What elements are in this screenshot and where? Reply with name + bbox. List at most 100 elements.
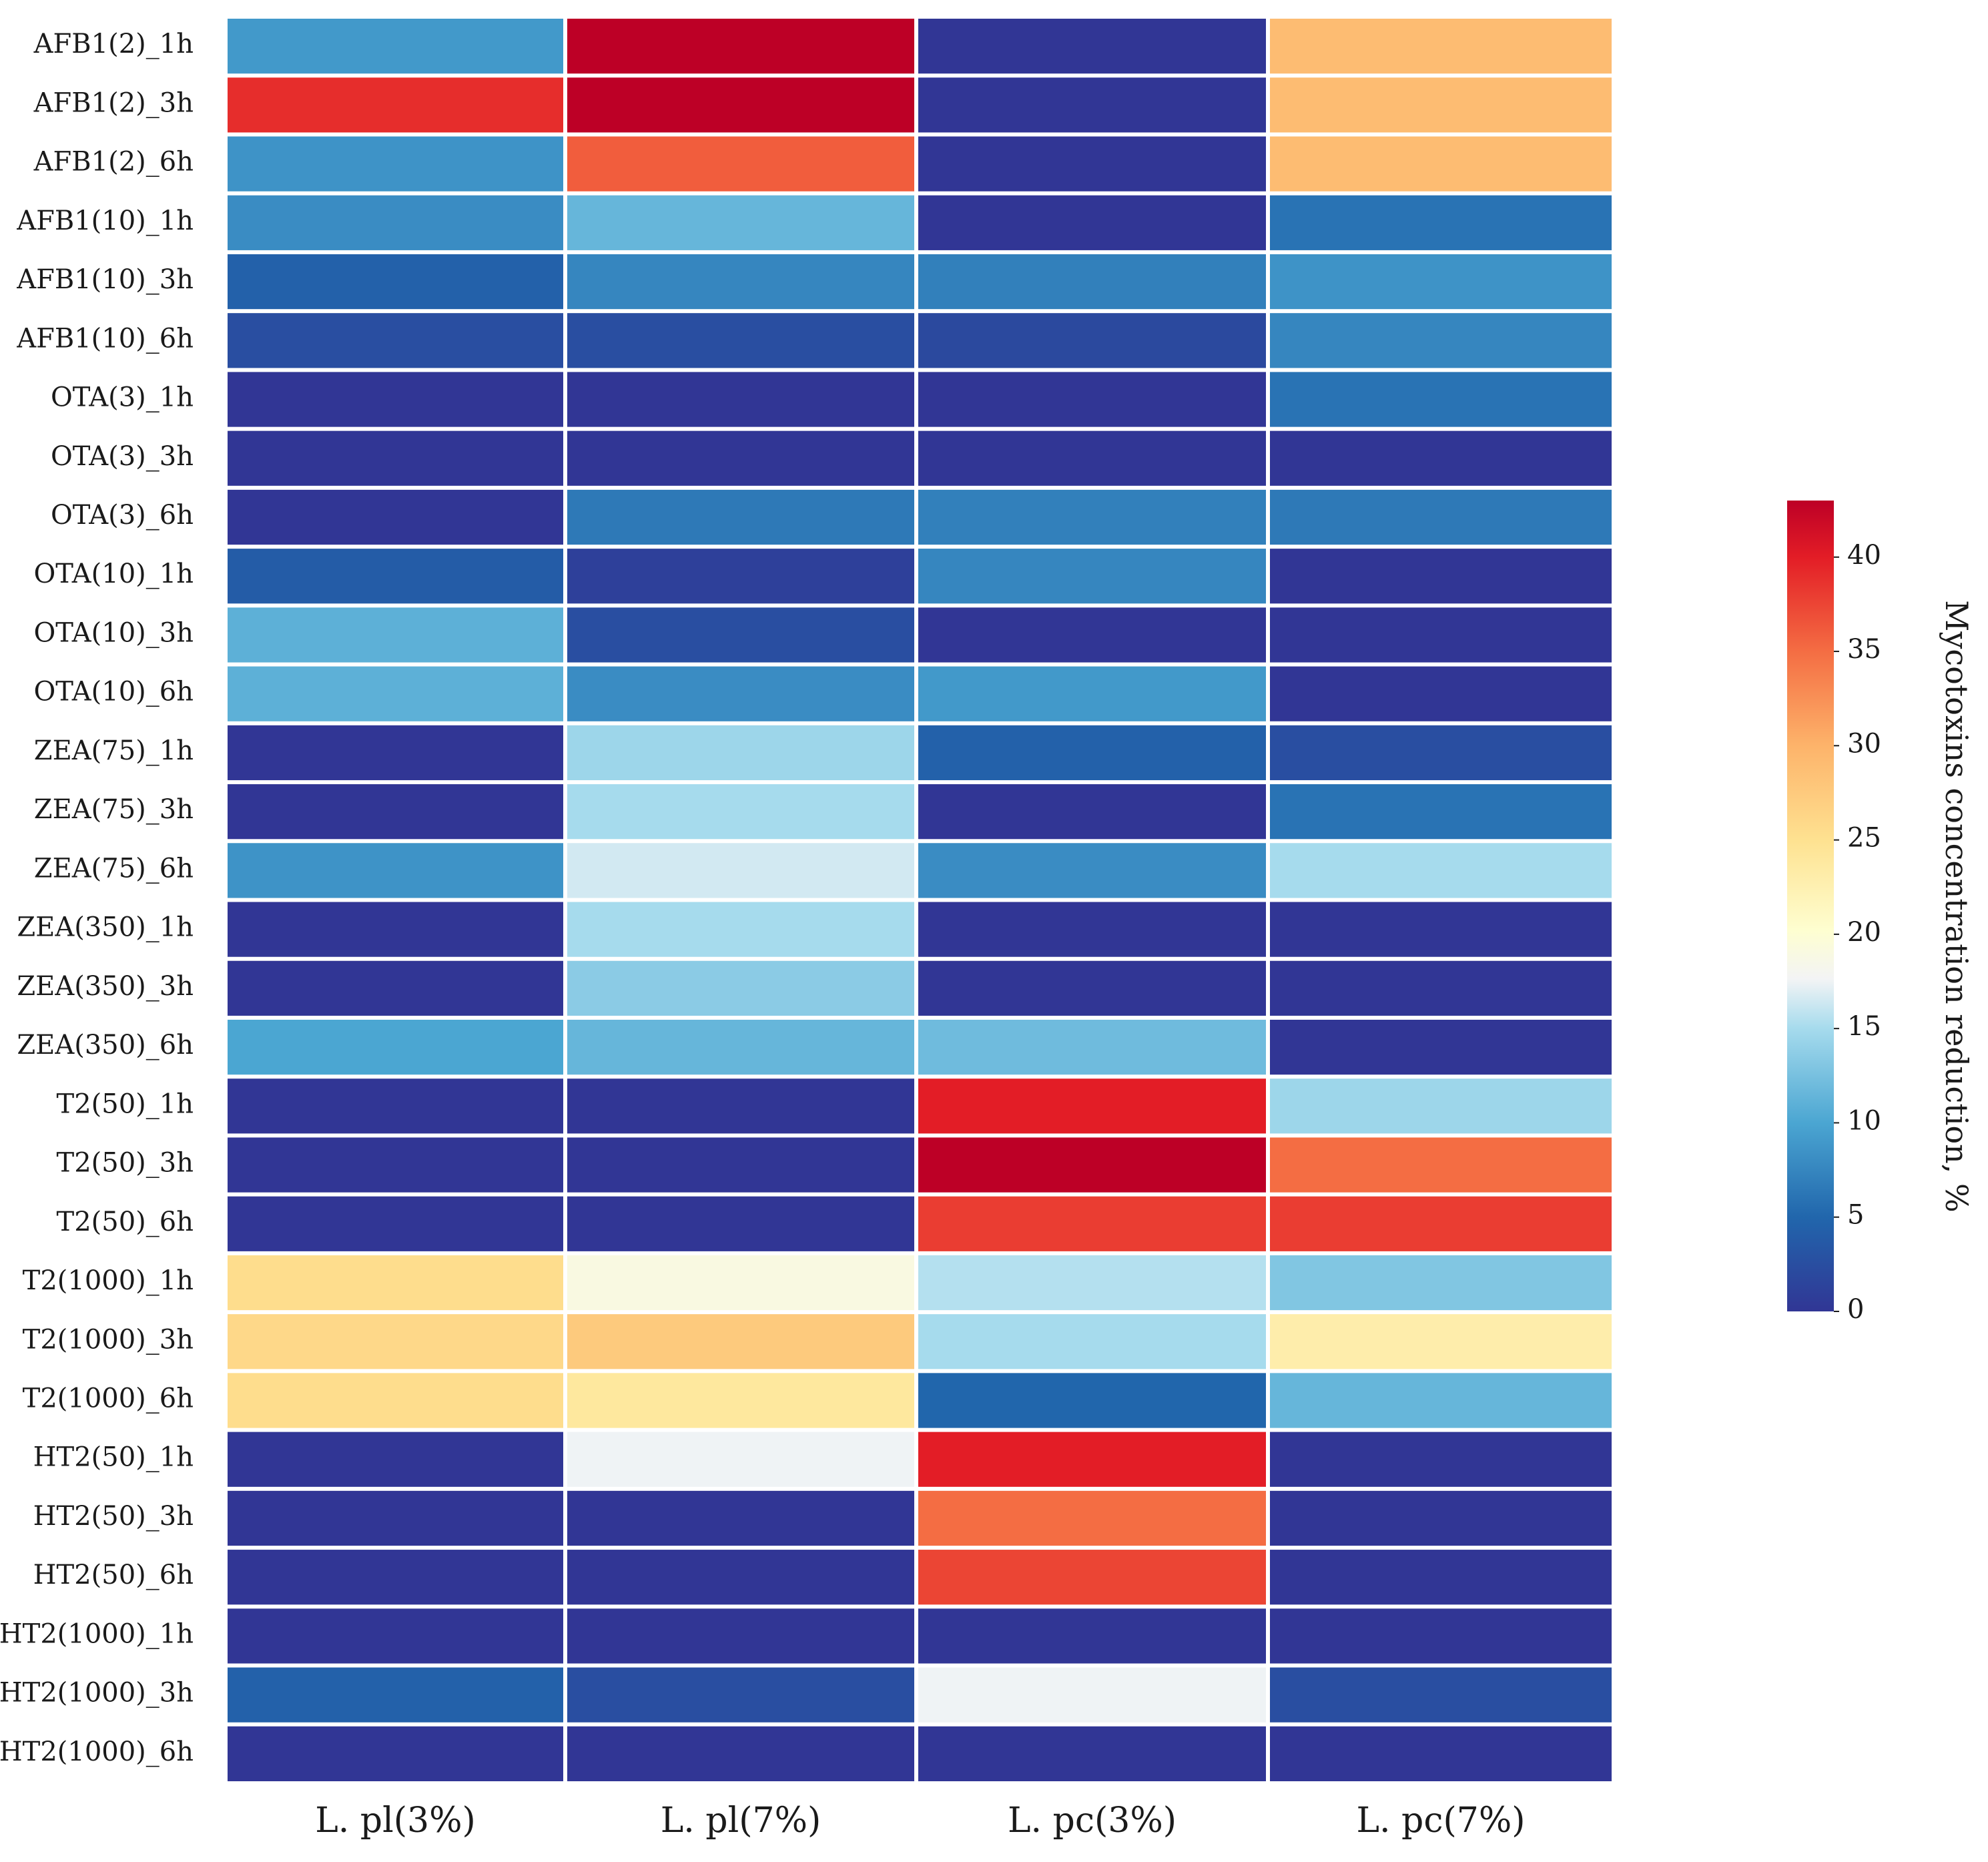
colorbar-tick-label: 5 <box>1847 1200 1864 1231</box>
heatmap-cell <box>918 1078 1266 1134</box>
heatmap-cell <box>567 77 914 133</box>
heatmap-cell <box>228 666 563 721</box>
row-label: T2(50)_3h <box>57 1148 194 1179</box>
heatmap-cell <box>1270 1078 1612 1134</box>
row-label: OTA(10)_3h <box>34 617 194 648</box>
heatmap-cell <box>918 1314 1266 1369</box>
heatmap-cell <box>228 902 563 957</box>
colorbar: 0 5 10 15 20 25 30 35 40 Mycotoxins concentratio… <box>1787 501 1975 1325</box>
heatmap-cell <box>228 1078 563 1134</box>
row-labels: AFB1(2)_1h AFB1(2)_3h AFB1(2)_6h AFB1(10)_1… <box>0 29 194 1767</box>
heatmap-cell <box>228 725 563 781</box>
heatmap-cell <box>1270 19 1612 74</box>
row-label: ZEA(75)_6h <box>34 853 194 884</box>
heatmap-cell <box>1270 254 1612 310</box>
heatmap-cell <box>228 1667 563 1723</box>
heatmap-cell <box>918 1667 1266 1723</box>
row-label: T2(50)_1h <box>57 1089 194 1119</box>
heatmap-cell <box>228 77 563 133</box>
heatmap-cell <box>1270 725 1612 781</box>
row-label: HT2(1000)_1h <box>0 1618 194 1649</box>
heatmap-cell <box>1270 960 1612 1016</box>
heatmap-cell <box>1270 784 1612 840</box>
heatmap-cell <box>1270 666 1612 721</box>
heatmap-cell <box>918 313 1266 368</box>
row-label: HT2(50)_6h <box>33 1560 194 1590</box>
heatmap-cell <box>1270 489 1612 545</box>
heatmap-cell <box>918 549 1266 604</box>
heatmap-cell <box>567 1726 914 1781</box>
heatmap-cell <box>918 1373 1266 1428</box>
heatmap-cell <box>918 195 1266 250</box>
heatmap-cell <box>918 372 1266 427</box>
row-label: AFB1(2)_3h <box>33 87 194 118</box>
heatmap-cell <box>567 1019 914 1075</box>
heatmap-cell <box>228 1726 563 1781</box>
heatmap-cell <box>1270 1137 1612 1193</box>
row-label: ZEA(75)_3h <box>34 794 194 825</box>
heatmap-cell <box>567 843 914 898</box>
colorbar-ticks: 0 5 10 15 20 25 30 35 40 <box>1834 540 1881 1325</box>
heatmap-cell <box>918 725 1266 781</box>
row-label: HT2(1000)_6h <box>0 1737 194 1767</box>
heatmap-cell <box>918 254 1266 310</box>
heatmap-cell <box>567 1432 914 1487</box>
heatmap-cell <box>918 784 1266 840</box>
heatmap-cell <box>1270 1019 1612 1075</box>
heatmap-cell <box>918 1550 1266 1605</box>
heatmap-cell <box>918 77 1266 133</box>
colorbar-tick-label: 10 <box>1847 1105 1881 1136</box>
row-label: OTA(10)_1h <box>34 559 194 589</box>
heatmap-cell <box>228 1019 563 1075</box>
heatmap-cell <box>1270 430 1612 486</box>
heatmap-cell <box>918 489 1266 545</box>
heatmap-cell <box>1270 195 1612 250</box>
colorbar-tick-label: 0 <box>1847 1294 1864 1325</box>
heatmap-cell <box>1270 1373 1612 1428</box>
heatmap-cell <box>567 1550 914 1605</box>
heatmap-cell <box>567 549 914 604</box>
row-label: AFB1(2)_6h <box>33 147 194 178</box>
heatmap-cell <box>228 784 563 840</box>
row-label: T2(1000)_6h <box>23 1383 194 1414</box>
heatmap-cell <box>1270 77 1612 133</box>
heatmap-cell <box>567 902 914 957</box>
heatmap-cell <box>228 960 563 1016</box>
column-label: L. pc(3%) <box>1008 1801 1177 1841</box>
column-label: L. pl(3%) <box>315 1801 476 1841</box>
column-label: L. pl(7%) <box>661 1801 821 1841</box>
heatmap-cell <box>918 1608 1266 1664</box>
heatmap-cell <box>228 254 563 310</box>
heatmap-cell <box>228 489 563 545</box>
heatmap-cell <box>918 19 1266 74</box>
heatmap-cell <box>567 1314 914 1369</box>
heatmap-cell <box>918 960 1266 1016</box>
heatmap-cell <box>567 136 914 192</box>
heatmap-cell <box>228 1373 563 1428</box>
heatmap-cell <box>1270 1432 1612 1487</box>
row-label: AFB1(2)_1h <box>33 29 194 59</box>
heatmap-cell <box>567 19 914 74</box>
heatmap-cell <box>918 1137 1266 1193</box>
row-label: OTA(3)_3h <box>51 441 194 472</box>
heatmap-cell <box>1270 1314 1612 1369</box>
heatmap-cell <box>567 195 914 250</box>
heatmap-cell <box>567 1078 914 1134</box>
heatmap-cell <box>228 1550 563 1605</box>
heatmap-cell <box>228 1255 563 1311</box>
row-label: T2(1000)_3h <box>23 1324 194 1355</box>
heatmap-cell <box>567 666 914 721</box>
heatmap-cell <box>228 1432 563 1487</box>
column-labels: L. pl(3%) L. pl(7%) L. pc(3%) L. pc(7%) <box>315 1801 1525 1841</box>
row-label: ZEA(350)_1h <box>17 912 194 943</box>
heatmap-cell <box>228 1314 563 1369</box>
row-label: AFB1(10)_1h <box>16 206 194 236</box>
heatmap-cell <box>567 254 914 310</box>
heatmap-cell <box>228 1196 563 1251</box>
row-label: OTA(10)_6h <box>34 677 194 707</box>
heatmap-cell <box>567 784 914 840</box>
heatmap-cell <box>1270 1255 1612 1311</box>
heatmap-cell <box>228 19 563 74</box>
